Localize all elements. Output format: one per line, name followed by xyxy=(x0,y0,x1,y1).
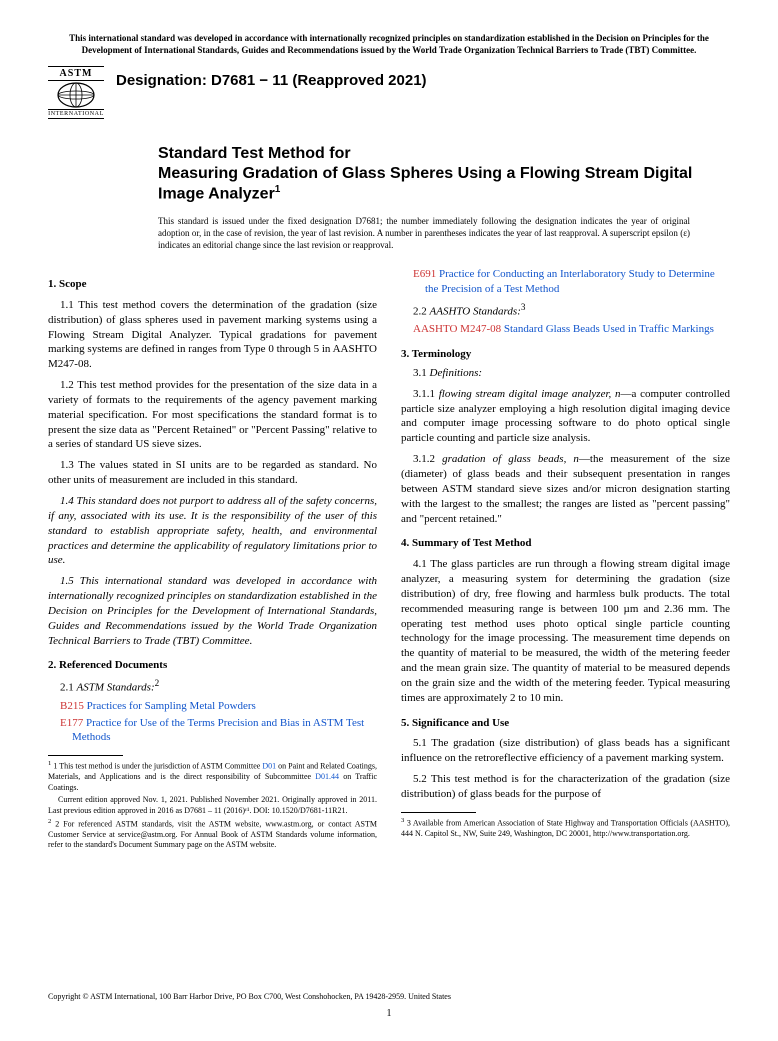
para-4-1: 4.1 The glass particles are run through … xyxy=(401,557,730,705)
para-3-1-2: 3.1.2 gradation of glass beads, n—the me… xyxy=(401,452,730,526)
page-number: 1 xyxy=(0,1008,778,1019)
title-sup: 1 xyxy=(275,184,281,195)
para-5-1: 5.1 The gradation (size distribution) of… xyxy=(401,736,730,766)
footnote-3: 3 3 Available from American Association … xyxy=(401,817,730,839)
document-page: This international standard was develope… xyxy=(0,0,778,1041)
designation-line: Designation: D7681 − 11 (Reapproved 2021… xyxy=(116,72,427,89)
sub-2-2-num: 2.2 xyxy=(413,305,430,317)
footnote-rule-left xyxy=(48,755,123,756)
para-5-2: 5.2 This test method is for the characte… xyxy=(401,772,730,802)
sub-2-2: 2.2 AASHTO Standards:3 xyxy=(413,301,730,320)
logo-text-bottom: INTERNATIONAL xyxy=(48,109,104,119)
ref-m247: AASHTO M247-08 Standard Glass Beads Used… xyxy=(413,322,730,337)
section-4-heading: 4. Summary of Test Method xyxy=(401,536,730,551)
ref-e177: E177 Practice for Use of the Terms Preci… xyxy=(60,716,377,746)
footnote-1b: Current edition approved Nov. 1, 2021. P… xyxy=(48,795,377,816)
link-d0144[interactable]: D01.44 xyxy=(315,772,339,781)
section-2-heading: 2. Referenced Documents xyxy=(48,658,377,673)
link-d01[interactable]: D01 xyxy=(262,762,276,771)
two-column-body: 1. Scope 1.1 This test method covers the… xyxy=(48,267,730,853)
title-block: Standard Test Method for Measuring Grada… xyxy=(158,144,730,204)
sub-2-2-it: AASHTO Standards: xyxy=(430,305,521,317)
sub-2-2-sup: 3 xyxy=(521,302,526,312)
para-3-1-1: 3.1.1 flowing stream digital image analy… xyxy=(401,387,730,446)
logo-text-top: ASTM xyxy=(48,66,104,81)
para-1-1: 1.1 This test method covers the determin… xyxy=(48,298,377,372)
sub-3-1: 3.1 Definitions: xyxy=(413,366,730,381)
top-disclaimer: This international standard was develope… xyxy=(48,32,730,56)
ref-e691-code[interactable]: E691 xyxy=(413,268,436,280)
ref-e691: E691 Practice for Conducting an Interlab… xyxy=(413,267,730,297)
ref-e177-code[interactable]: E177 xyxy=(60,717,83,729)
para-1-4: 1.4 This standard does not purport to ad… xyxy=(48,494,377,568)
ref-e177-title[interactable]: Practice for Use of the Terms Precision … xyxy=(72,717,364,744)
issuance-note: This standard is issued under the fixed … xyxy=(158,215,690,251)
section-5-heading: 5. Significance and Use xyxy=(401,716,730,731)
para-1-3: 1.3 The values stated in SI units are to… xyxy=(48,458,377,488)
copyright-line: Copyright © ASTM International, 100 Barr… xyxy=(48,992,451,1001)
para-1-5: 1.5 This international standard was deve… xyxy=(48,574,377,648)
ref-m247-code[interactable]: AASHTO M247-08 xyxy=(413,323,501,335)
ref-b215: B215 Practices for Sampling Metal Powder… xyxy=(60,699,377,714)
section-1-heading: 1. Scope xyxy=(48,277,377,292)
right-column: E691 Practice for Conducting an Interlab… xyxy=(401,267,730,853)
sub-2-1-sup: 2 xyxy=(155,678,160,688)
ref-b215-title[interactable]: Practices for Sampling Metal Powders xyxy=(84,700,256,712)
title-main: Measuring Gradation of Glass Spheres Usi… xyxy=(158,164,730,204)
title-text: Measuring Gradation of Glass Spheres Usi… xyxy=(158,165,692,202)
ref-e691-title[interactable]: Practice for Conducting an Interlaborato… xyxy=(425,268,715,295)
para-1-2: 1.2 This test method provides for the pr… xyxy=(48,378,377,452)
sub-2-1-it: ASTM Standards: xyxy=(77,682,155,694)
left-column: 1. Scope 1.1 This test method covers the… xyxy=(48,267,377,853)
sub-2-1: 2.1 ASTM Standards:2 xyxy=(60,677,377,696)
astm-logo: ASTM INTERNATIONAL xyxy=(48,66,104,122)
footnote-1: 1 1 This test method is under the jurisd… xyxy=(48,760,377,793)
sub-2-1-num: 2.1 xyxy=(60,682,77,694)
footnote-2: 2 2 For referenced ASTM standards, visit… xyxy=(48,818,377,851)
globe-icon xyxy=(54,81,98,109)
ref-m247-title[interactable]: Standard Glass Beads Used in Traffic Mar… xyxy=(501,323,714,335)
header-row: ASTM INTERNATIONAL Designation: D7681 − … xyxy=(48,66,730,122)
title-prefix: Standard Test Method for xyxy=(158,144,730,164)
footnote-rule-right xyxy=(401,812,476,813)
section-3-heading: 3. Terminology xyxy=(401,347,730,362)
ref-b215-code[interactable]: B215 xyxy=(60,700,84,712)
